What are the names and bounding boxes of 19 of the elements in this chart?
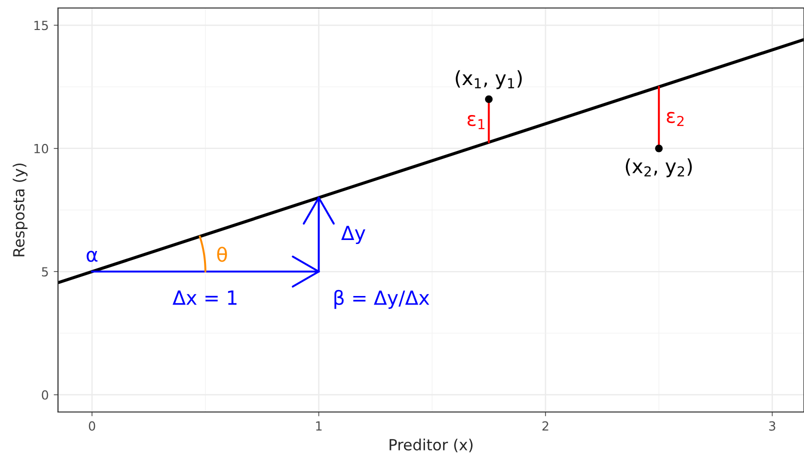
annotation: ε$_{2}$ (666, 112, 684, 126)
annotation: (x$_{2}$, y$_{2}$) (626, 158, 692, 178)
annotation: Δy (341, 226, 366, 244)
annotation: α (86, 250, 98, 262)
annotation: (x$_{1}$, y$_{1}$) (456, 70, 522, 90)
x-axis-title: Preditor (x) (390, 438, 473, 452)
x-tick-label: 0 (88, 421, 96, 431)
y-axis-title: Resposta (y) (12, 164, 28, 256)
annotation: β = Δy/Δx (334, 290, 430, 309)
y-tick-label: 5 (42, 267, 48, 277)
x-tick-label: 2 (542, 421, 548, 431)
annotation: Δx = 1 (172, 290, 237, 305)
y-tick-label: 0 (42, 390, 48, 400)
x-tick-label: 3 (769, 421, 776, 431)
x-tick-label: 1 (316, 421, 322, 431)
annotation: ε$_{1}$ (468, 114, 484, 130)
annotation: θ (217, 246, 227, 262)
y-tick-label: 10 (34, 144, 48, 154)
y-tick-label: 15 (34, 20, 48, 30)
